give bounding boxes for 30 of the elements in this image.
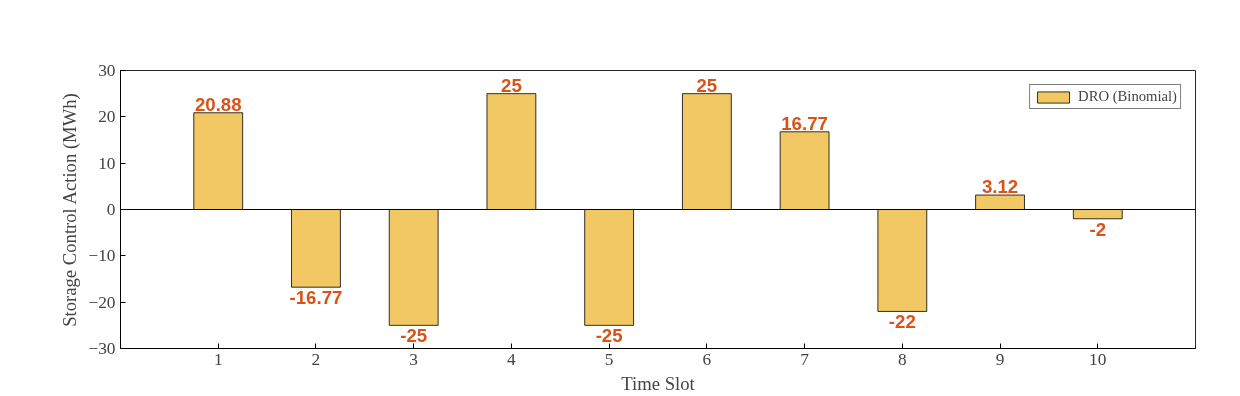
data-label: -16.77 — [289, 287, 343, 309]
data-label: 25 — [501, 74, 522, 96]
data-label: -25 — [400, 325, 428, 347]
x-axis-title: Time Slot — [621, 372, 696, 394]
x-tick-label: 4 — [507, 349, 517, 369]
data-label: 16.77 — [781, 112, 828, 134]
x-tick-label: 2 — [311, 349, 321, 369]
legend-label: DRO (Binomial) — [1078, 88, 1177, 105]
x-tick-label: 1 — [213, 349, 223, 369]
y-tick-label: 0 — [106, 200, 116, 219]
y-tick-label: −10 — [88, 246, 116, 266]
x-tick-label: 8 — [897, 349, 907, 369]
y-tick-label: 30 — [98, 61, 116, 80]
y-tick-label: −30 — [88, 339, 116, 358]
data-label: 20.88 — [194, 93, 242, 115]
x-tick-label: 5 — [604, 349, 614, 369]
data-label: -25 — [595, 325, 623, 347]
data-label: -2 — [1089, 218, 1107, 240]
y-tick-label: −20 — [88, 292, 116, 312]
x-tick-label: 6 — [702, 349, 712, 369]
y-tick-label: 20 — [98, 107, 116, 127]
x-tick-label: 10 — [1089, 349, 1107, 369]
y-axis-title: Storage Control Action (MWh) — [59, 93, 82, 327]
data-label: 25 — [696, 74, 718, 96]
data-label: -22 — [888, 311, 916, 333]
x-tick-label: 9 — [995, 349, 1005, 369]
x-tick-label: 3 — [409, 349, 419, 369]
data-label: 3.12 — [981, 176, 1019, 198]
y-tick-label: 10 — [98, 153, 116, 173]
x-tick-label: 7 — [800, 349, 810, 369]
